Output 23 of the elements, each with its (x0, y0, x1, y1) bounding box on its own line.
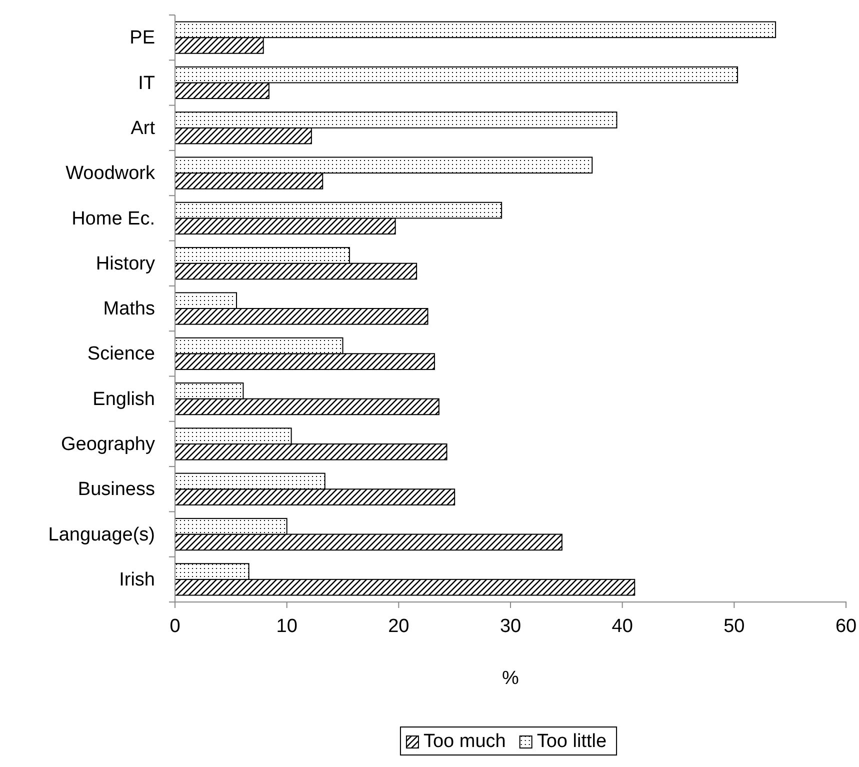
y-tick-label: Language(s) (48, 524, 155, 546)
x-tick-label: 50 (724, 616, 745, 637)
legend-label: Too much (423, 731, 506, 752)
y-tick-label: Home Ec. (72, 208, 155, 230)
x-axis-title: % (502, 668, 520, 689)
y-tick-label: Woodwork (66, 163, 156, 184)
x-tick-label: 20 (388, 616, 410, 637)
y-tick-label: Maths (103, 298, 155, 320)
x-tick-label: 10 (276, 616, 298, 637)
y-tick-label: History (96, 253, 156, 274)
y-tick-label: PE (130, 28, 155, 49)
x-tick-label: 60 (835, 616, 857, 637)
y-tick-label: English (92, 388, 155, 410)
y-tick-label: Art (130, 118, 156, 139)
x-tick-label: 30 (500, 616, 522, 637)
legend-label: Too little (536, 731, 607, 752)
x-tick-label: 0 (170, 616, 180, 637)
y-tick-label: Science (87, 344, 155, 365)
x-tick-label: 40 (612, 616, 633, 637)
y-tick-label: IT (138, 72, 156, 94)
y-tick-label: Geography (60, 434, 156, 456)
y-tick-label: Irish (119, 570, 155, 591)
y-tick-label: Business (78, 479, 155, 500)
